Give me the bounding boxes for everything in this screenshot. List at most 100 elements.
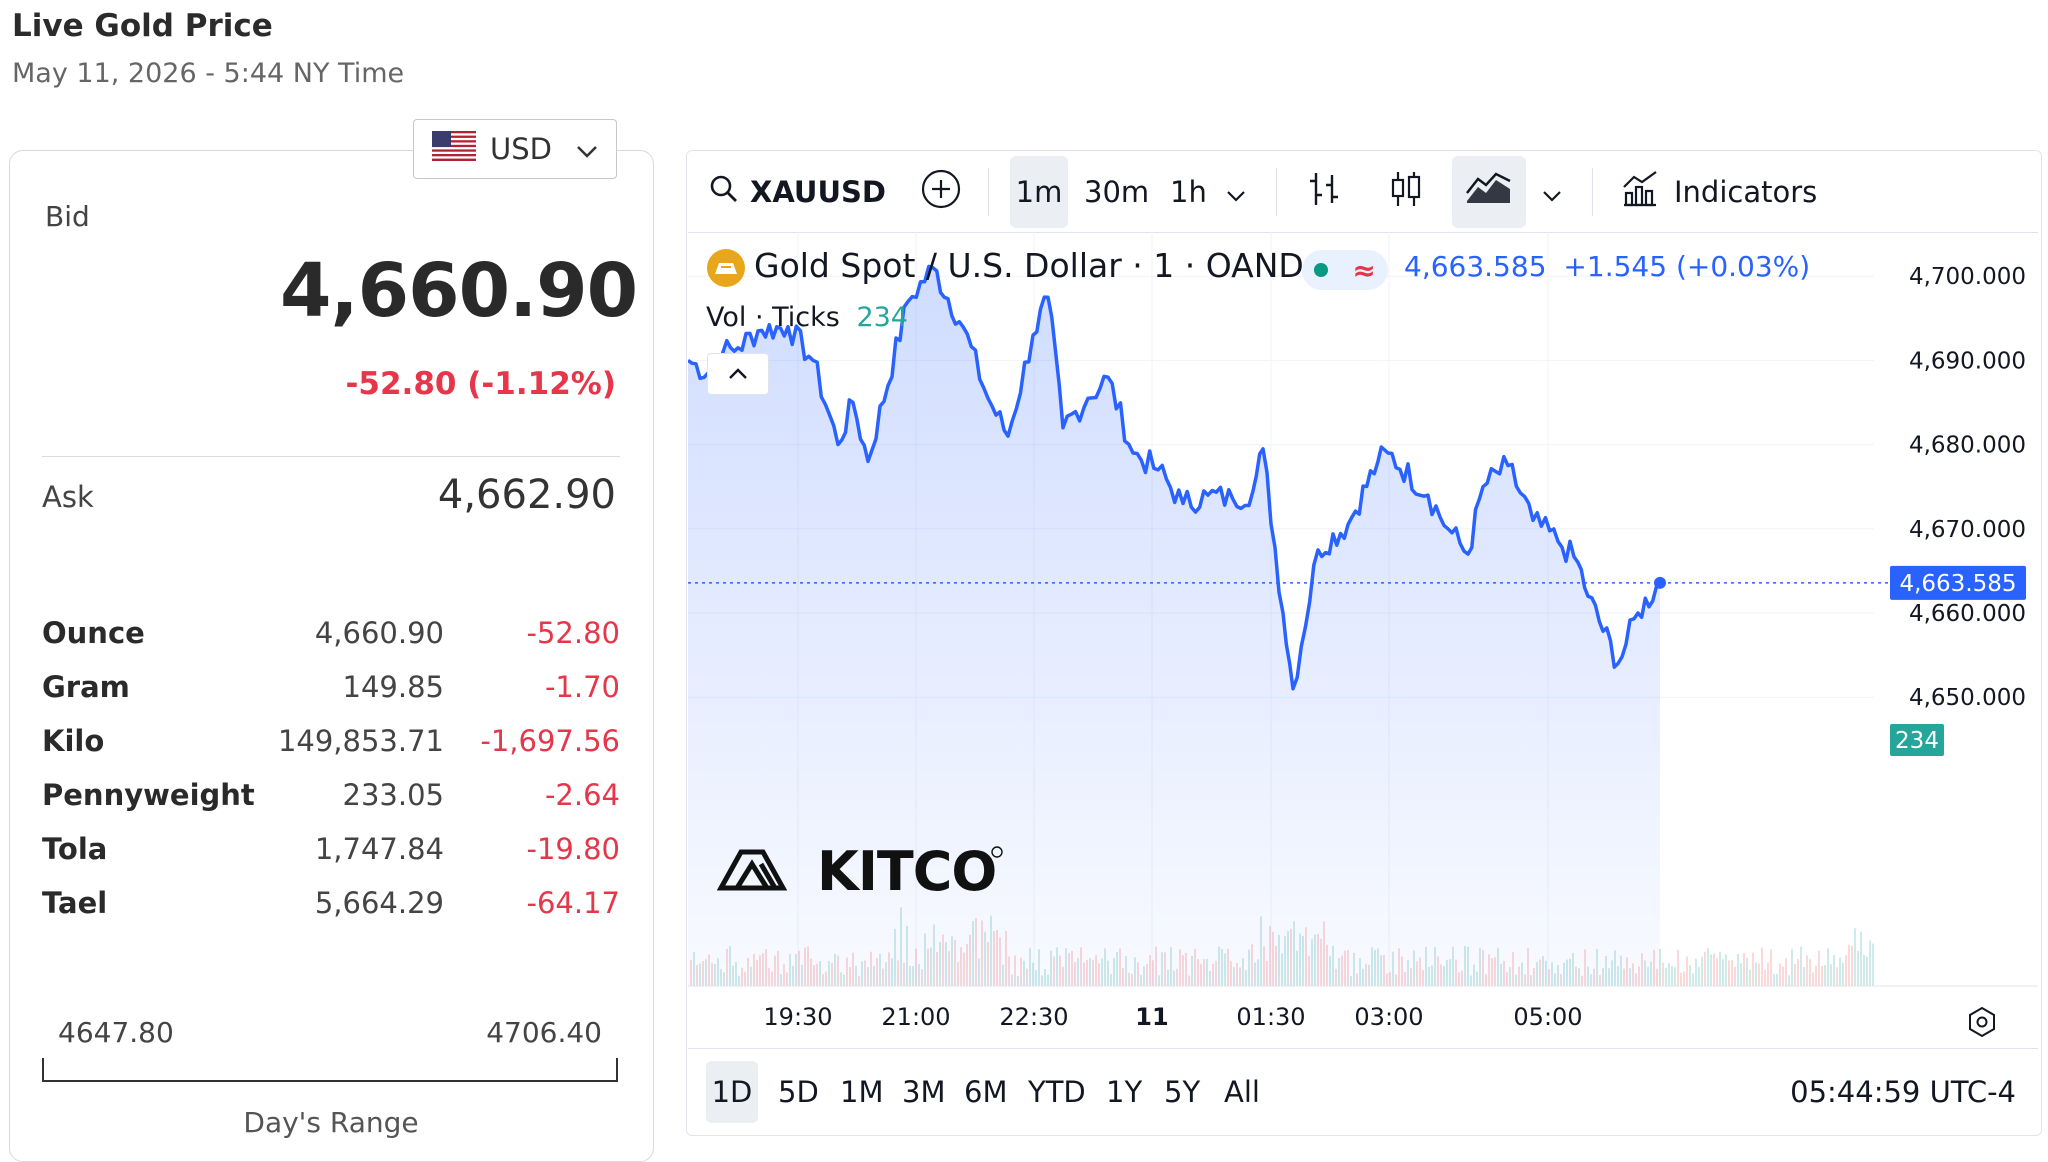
chart-clock[interactable]: 05:44:59 UTC-4 — [1790, 1075, 2016, 1109]
volume-bar — [1806, 955, 1808, 986]
volume-bar — [1866, 956, 1868, 986]
price-area — [688, 266, 1660, 986]
range-1y[interactable]: 1Y — [1106, 1075, 1143, 1109]
volume-bar — [1671, 966, 1673, 986]
day-range-high: 4706.40 — [486, 1016, 602, 1049]
unit-change: -1.70 — [544, 670, 620, 704]
market-open-dot-icon — [1314, 263, 1329, 277]
svg-text:4,663.585: 4,663.585 — [1899, 571, 2016, 597]
unit-row-pennyweight: Pennyweight 233.05 -2.64 — [42, 778, 620, 828]
interval-dropdown[interactable] — [1226, 152, 1246, 232]
time-axis-label: 01:30 — [1236, 1003, 1305, 1031]
candle-chart-type-button[interactable] — [1388, 152, 1424, 232]
range-1d[interactable]: 1D — [706, 1061, 758, 1123]
legend-change-pct: (+0.03%) — [1675, 250, 1811, 283]
volume-bar — [1794, 963, 1796, 986]
time-axis-label: 11 — [1135, 1003, 1168, 1031]
unit-name: Kilo — [42, 724, 105, 758]
unit-row-ounce: Ounce 4,660.90 -52.80 — [42, 616, 620, 666]
time-axis: 19:30 21:00 22:30 11 01:30 03:00 05:00 — [763, 1003, 1582, 1031]
volume-bar — [1686, 956, 1688, 986]
chevron-down-icon — [1226, 175, 1246, 209]
volume-bar — [1824, 964, 1826, 986]
market-status-badge[interactable]: ≈ — [1302, 250, 1388, 290]
volume-bar — [1710, 954, 1712, 986]
price-chart[interactable]: 4,710.0004,700.0004,690.0004,680.0004,67… — [688, 232, 2038, 1047]
volume-bar — [1845, 955, 1847, 986]
ask-label: Ask — [42, 480, 94, 514]
area-chart-type-button[interactable] — [1452, 156, 1526, 228]
volume-bar — [1674, 967, 1676, 986]
volume-bar — [1815, 965, 1817, 986]
volume-bar — [1869, 940, 1871, 986]
bid-label: Bid — [45, 200, 90, 233]
volume-bar — [1788, 975, 1790, 986]
day-range-label: Day's Range — [243, 1106, 419, 1139]
time-axis-label: 03:00 — [1354, 1003, 1423, 1031]
indicators-label: Indicators — [1674, 175, 1818, 209]
time-axis-label: 22:30 — [999, 1003, 1068, 1031]
bar-chart-type-button[interactable] — [1306, 152, 1342, 232]
indicators-icon — [1620, 169, 1660, 216]
interval-1h[interactable]: 1h — [1170, 175, 1207, 209]
collapse-legend-button[interactable] — [707, 353, 769, 395]
volume-bar — [1872, 943, 1874, 986]
range-ytd[interactable]: YTD — [1028, 1075, 1086, 1109]
svg-text:KITCO: KITCO — [817, 842, 996, 902]
volume-bar — [1707, 948, 1709, 986]
unit-name: Pennyweight — [42, 778, 255, 812]
interval-1m[interactable]: 1m — [1010, 156, 1068, 228]
last-price-dot — [1654, 576, 1666, 589]
symbol-search[interactable]: XAUUSD — [708, 152, 886, 232]
volume-bar — [1809, 959, 1811, 986]
unit-change: -52.80 — [526, 616, 621, 650]
range-5d[interactable]: 5D — [778, 1075, 819, 1109]
compare-symbol-button[interactable] — [920, 152, 962, 232]
range-5y[interactable]: 5Y — [1164, 1075, 1201, 1109]
day-range-low: 4647.80 — [58, 1016, 174, 1049]
chart-type-dropdown[interactable] — [1542, 152, 1562, 232]
volume-bar — [1698, 966, 1700, 986]
volume-bar — [1791, 948, 1793, 986]
range-all[interactable]: All — [1224, 1075, 1260, 1109]
volume-bar — [1692, 973, 1694, 986]
chart-footer: 1D 5D 1M 3M 6M YTD 1Y 5Y All 05:44:59 UT… — [688, 1048, 2038, 1135]
volume-bar — [1677, 949, 1679, 986]
volume-bar — [1725, 954, 1727, 986]
indicators-button[interactable]: Indicators — [1620, 152, 1817, 232]
toolbar-separator — [1592, 168, 1593, 216]
interval-30m[interactable]: 30m — [1084, 175, 1150, 209]
time-axis-label: 05:00 — [1513, 1003, 1582, 1031]
volume-bar — [1668, 962, 1670, 986]
volume-bar — [1839, 957, 1841, 986]
volume-bar — [1722, 959, 1724, 986]
currency-selector[interactable]: USD — [413, 119, 617, 179]
volume-bar — [1833, 955, 1835, 986]
price-line — [688, 264, 1662, 691]
ask-price: 4,662.90 — [437, 472, 616, 518]
volume-bar — [1719, 951, 1721, 986]
ohlc-bars-icon — [1306, 169, 1342, 216]
volume-bar — [1743, 953, 1745, 986]
volume-bar — [1803, 967, 1805, 986]
last-price-tag: 4,663.585 — [1890, 565, 2026, 600]
chart-settings-icon[interactable] — [1969, 1006, 1995, 1038]
unit-name: Gram — [42, 670, 130, 704]
price-axis: 4,710.0004,700.0004,690.0004,680.0004,67… — [1909, 264, 2026, 711]
day-range-bar — [42, 1058, 618, 1082]
price-axis-label: 4,670.000 — [1909, 517, 2026, 543]
bid-change: -52.80 (-1.12%) — [345, 366, 616, 402]
volume-bar — [1800, 946, 1802, 986]
volume-bar — [1851, 945, 1853, 986]
range-1m[interactable]: 1M — [840, 1075, 884, 1109]
symbol-label: XAUUSD — [750, 175, 886, 209]
range-3m[interactable]: 3M — [902, 1075, 946, 1109]
chart-legend-values: 4,663.585 +1.545 (+0.03%) — [1404, 250, 1810, 283]
volume-bar — [1797, 958, 1799, 986]
price-axis-label: 4,690.000 — [1909, 348, 2026, 374]
range-6m[interactable]: 6M — [964, 1075, 1008, 1109]
unit-name: Tael — [42, 886, 108, 920]
time-axis-label: 19:30 — [763, 1003, 832, 1031]
volume-bar — [1683, 971, 1685, 986]
volume-bar — [1662, 962, 1664, 986]
